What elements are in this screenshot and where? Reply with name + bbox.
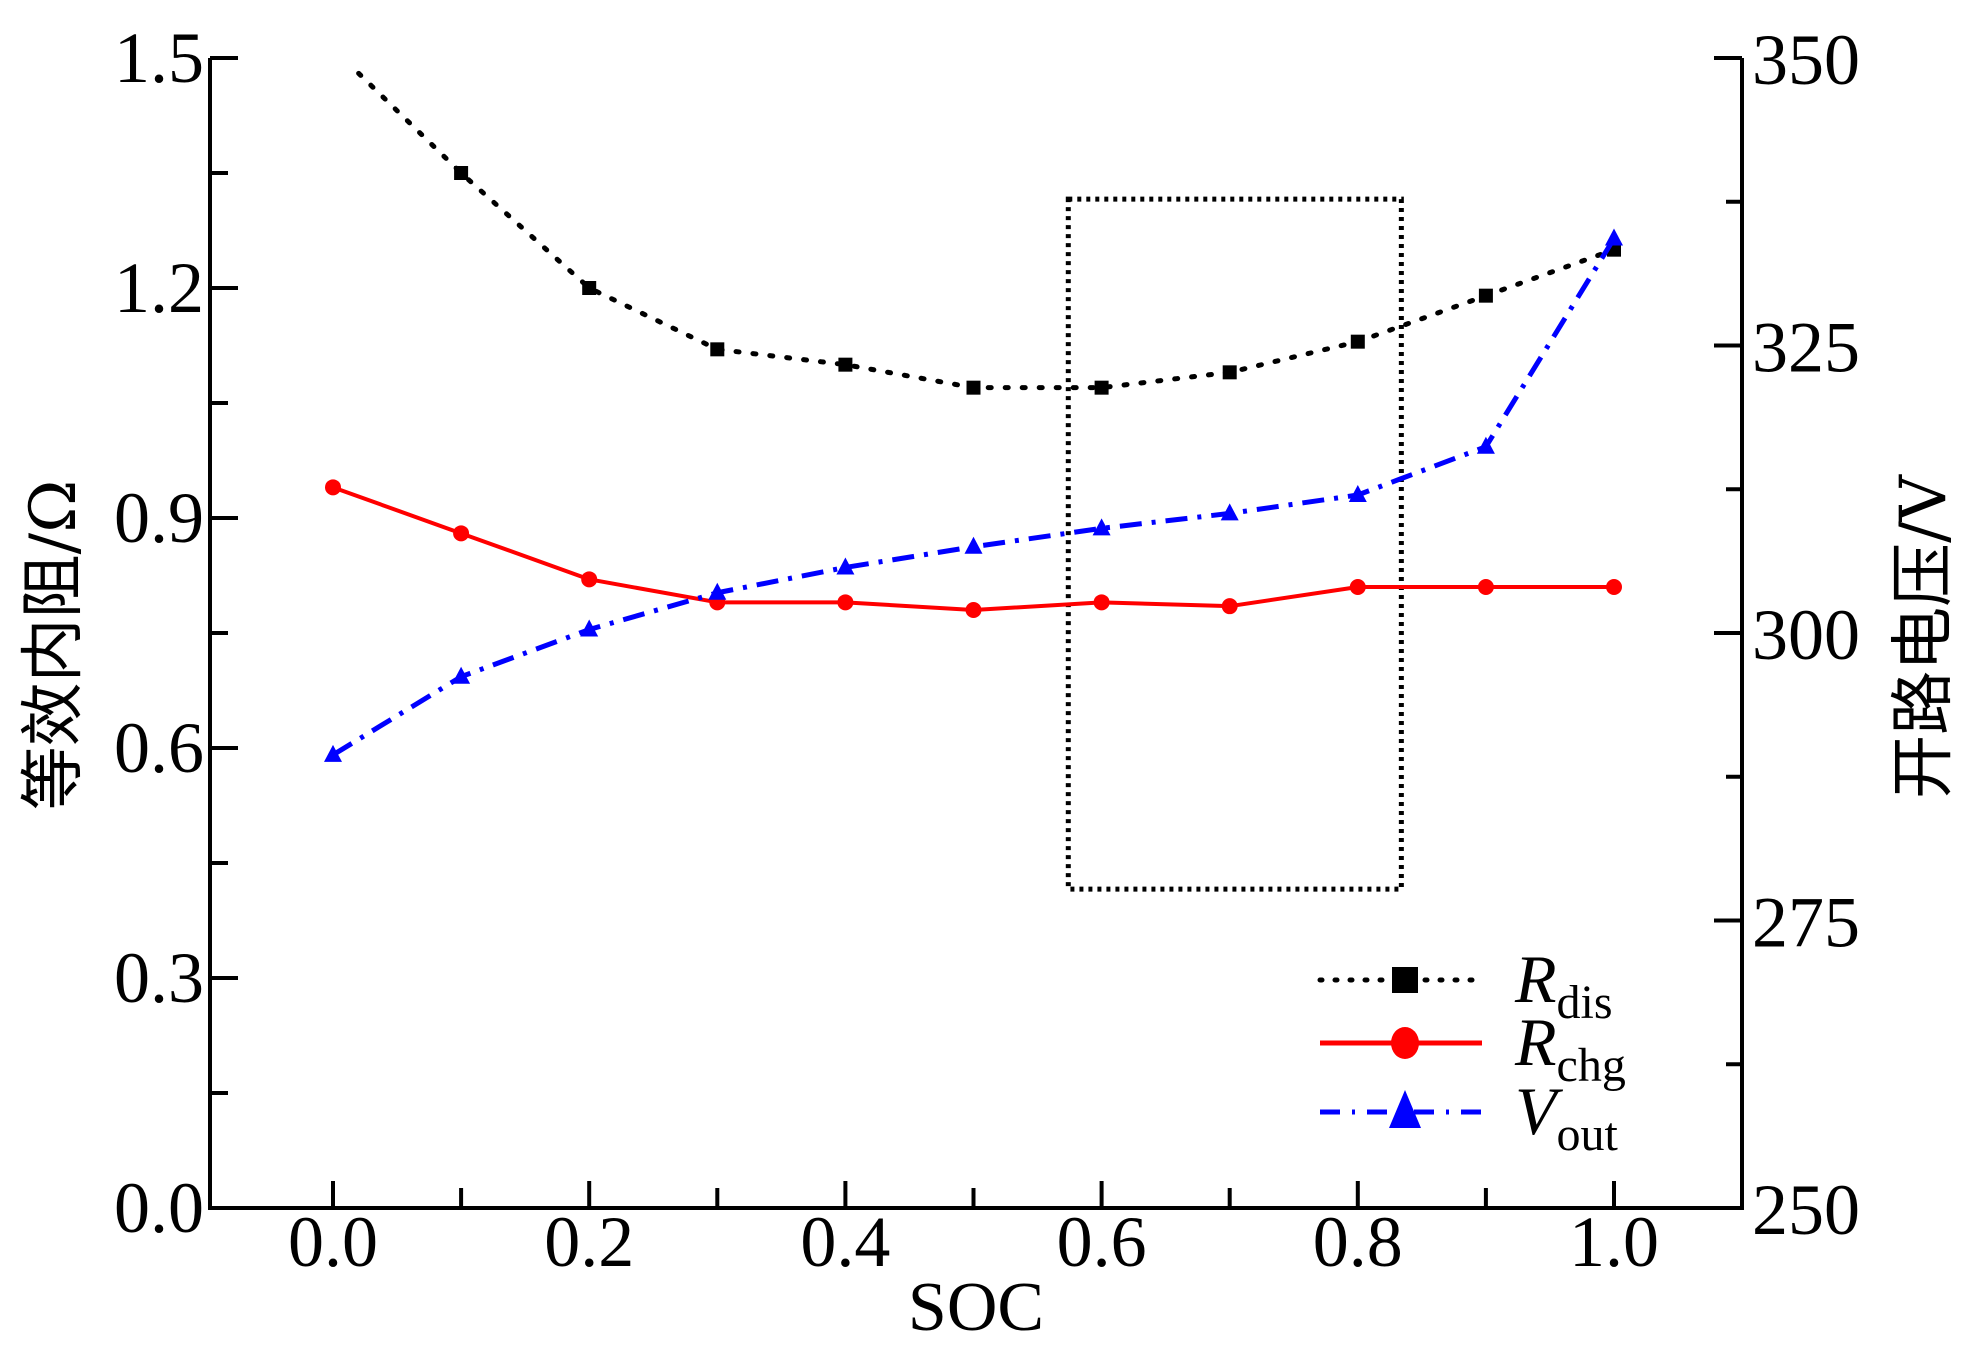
data-point-r-dis: [1478, 288, 1493, 303]
legend-label-main: R: [1514, 1004, 1557, 1080]
axes: 0.0 0.2 0.4 0.6 0.8 1.0 0.0 0.3 0.6 0.9 1.2 1.5 250 2…: [114, 18, 1860, 1282]
legend-square-marker-icon: [1392, 967, 1418, 993]
data-point-r-dis: [1222, 365, 1237, 380]
y-right-tick-label: 250: [1752, 1170, 1860, 1250]
data-point-r-dis: [1094, 380, 1109, 395]
data-point-r-dis: [838, 357, 853, 372]
x-tick-label: 0.2: [544, 1202, 634, 1282]
y-left-tick-label: 0.9: [114, 478, 204, 558]
legend-label-subscript: chg: [1557, 1039, 1626, 1092]
data-point-r-chg: [325, 479, 341, 496]
data-point-v-out: [1092, 518, 1111, 536]
data-point-r-chg: [837, 594, 854, 611]
legend-triangle-marker-icon: [1389, 1090, 1421, 1128]
x-tick-label: 0.0: [288, 1202, 378, 1282]
data-point-r-chg: [1349, 579, 1366, 595]
data-point-r-dis: [582, 281, 597, 295]
data-point-v-out: [1476, 436, 1495, 454]
data-point-r-chg: [965, 602, 982, 618]
legend-label-subscript: out: [1557, 1108, 1619, 1161]
legend-label-main: R: [1514, 941, 1557, 1017]
series-line-r-dis: [356, 70, 1617, 391]
y-left-tick-label: 0.6: [114, 708, 204, 788]
legend-item-r-dis: Rdis: [1317, 941, 1613, 1029]
x-axis-title: SOC: [908, 1269, 1044, 1346]
data-point-r-dis: [966, 380, 981, 395]
highlight-rectangle: [1065, 196, 1404, 892]
legend-label-subscript: dis: [1557, 976, 1613, 1029]
data-point-r-chg: [453, 525, 470, 542]
x-tick-label: 0.4: [800, 1202, 890, 1282]
data-point-r-chg: [1221, 598, 1238, 615]
data-point-r-chg: [581, 571, 598, 588]
data-point-r-dis: [454, 166, 469, 180]
legend-item-r-chg: Rchg: [1320, 1004, 1626, 1092]
legend-label: Rdis: [1514, 941, 1613, 1029]
y-right-tick-label: 325: [1752, 308, 1860, 388]
data-point-v-out: [836, 557, 855, 575]
data-point-r-chg: [1093, 594, 1110, 611]
data-point-v-out: [324, 744, 342, 762]
series-line-v-out: [331, 237, 1617, 758]
y-left-tick-label: 0.0: [114, 1168, 204, 1248]
data-point-r-chg: [1477, 579, 1494, 595]
legend-label: Rchg: [1514, 1004, 1626, 1092]
legend-label-main: V: [1515, 1073, 1564, 1149]
plot-area: [324, 70, 1623, 892]
legend-circle-marker-icon: [1391, 1027, 1419, 1059]
data-point-v-out: [708, 582, 727, 600]
y-axis-right-title: 开路电压/V: [1887, 473, 1961, 799]
y-right-tick-label: 300: [1752, 595, 1860, 675]
data-point-v-out: [1220, 503, 1239, 521]
data-point-r-dis: [710, 342, 725, 357]
y-axis-left-title: 等效内阻/Ω: [17, 480, 91, 811]
axis-labels: SOC 等效内阻/Ω 开路电压/V: [17, 473, 1961, 1346]
data-point-v-out: [452, 666, 471, 684]
y-left-tick-label: 1.5: [114, 18, 204, 98]
data-point-v-out: [1605, 228, 1623, 246]
data-point-v-out: [580, 619, 599, 637]
data-point-r-dis: [1350, 334, 1365, 349]
data-point-r-chg: [1606, 579, 1622, 595]
legend-item-v-out: Vout: [1320, 1073, 1619, 1161]
x-tick-label: 0.8: [1313, 1202, 1403, 1282]
y-right-tick-label: 350: [1752, 20, 1860, 100]
x-tick-label: 1.0: [1569, 1202, 1659, 1282]
data-point-v-out: [1348, 485, 1367, 502]
y-left-tick-label: 1.2: [114, 248, 204, 328]
y-right-tick-label: 275: [1752, 883, 1860, 963]
legend-label: Vout: [1515, 1073, 1619, 1161]
x-tick-label: 0.6: [1057, 1202, 1147, 1282]
data-point-v-out: [964, 536, 983, 554]
y-left-tick-label: 0.3: [114, 938, 204, 1018]
